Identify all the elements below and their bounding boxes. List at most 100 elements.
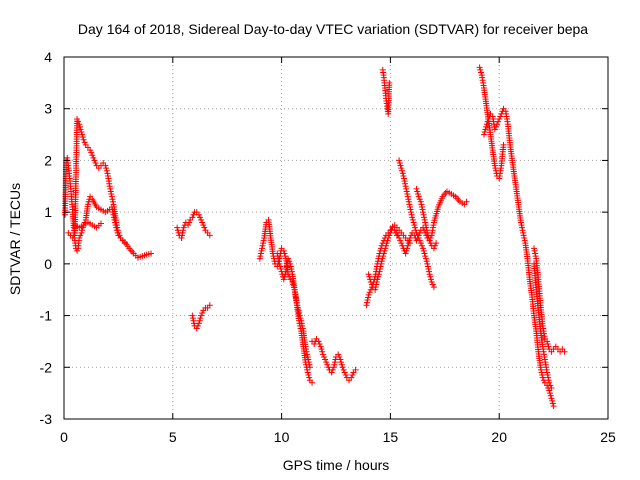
data-point-interp [373, 281, 380, 288]
data-point-interp [414, 188, 421, 195]
data-point-interp [402, 180, 409, 187]
data-point-interp [107, 185, 114, 192]
data-point [496, 116, 503, 123]
data-point-interp [407, 206, 414, 213]
data-point-interp [109, 196, 116, 203]
data-point-interp [303, 364, 310, 371]
data-point [280, 276, 287, 283]
data-point [304, 369, 311, 376]
data-point-interp [75, 118, 82, 125]
x-tick-label: 20 [491, 429, 507, 445]
x-tick-label: 25 [600, 429, 616, 445]
data-point [428, 278, 435, 285]
data-point-interp [412, 227, 419, 234]
data-point-interp [427, 273, 434, 280]
data-point-interp [544, 372, 551, 379]
data-point-interp [539, 372, 546, 379]
data-point-interp [518, 222, 525, 229]
data-point-interp [77, 232, 84, 239]
data-point [463, 198, 470, 205]
data-point-interp [381, 247, 388, 254]
data-point-interp [257, 253, 264, 260]
data-point-interp [114, 227, 121, 234]
data-point-interp [405, 196, 412, 203]
data-point-interp [545, 377, 552, 384]
data-point [198, 312, 205, 319]
data-point [341, 369, 348, 376]
data-point-interp [425, 235, 432, 241]
data-point-interp [549, 397, 556, 404]
data-point [296, 309, 303, 316]
data-point [309, 379, 316, 386]
data-point [398, 240, 405, 247]
data-point-interp [304, 351, 311, 358]
data-point-interp [349, 372, 356, 379]
data-point [406, 235, 413, 241]
data-point-interp [77, 126, 84, 133]
data-point-interp [201, 224, 208, 231]
data-point-interp [318, 346, 325, 353]
data-point-interp [331, 359, 338, 366]
data-point-interp [259, 242, 266, 249]
data-point [483, 123, 490, 130]
data-point-interp [492, 165, 499, 172]
data-point [537, 364, 544, 371]
data-point [287, 260, 294, 267]
data-point-interp [399, 167, 406, 174]
data-point-interp [373, 278, 380, 285]
data-point-interp [403, 188, 410, 195]
data-point [102, 162, 109, 169]
data-point-interp [179, 232, 186, 239]
y-tick-label: -3 [40, 411, 53, 427]
data-point-interp [384, 237, 391, 244]
data-point-interp [90, 154, 97, 161]
data-point-interp [409, 216, 416, 223]
data-point-interp [257, 250, 264, 257]
data-point-interp [424, 263, 431, 270]
data-point [91, 157, 98, 164]
data-point-interp [319, 348, 326, 355]
data-point [387, 229, 394, 236]
data-point-interp [420, 211, 427, 218]
data-point [404, 193, 411, 200]
data-point-interp [428, 276, 435, 283]
data-point-interp [521, 235, 528, 241]
data-point-interp [495, 118, 502, 125]
data-point-interp [481, 128, 488, 135]
data-point-interp [297, 322, 304, 329]
data-point [494, 121, 501, 128]
data-point [376, 268, 383, 275]
data-point-interp [103, 167, 110, 174]
data-point [430, 284, 437, 291]
data-point [422, 219, 429, 226]
data-point-interp [408, 211, 415, 218]
data-point [546, 379, 553, 386]
data-point [348, 374, 355, 381]
data-point [84, 201, 91, 208]
data-point-interp [545, 343, 552, 350]
data-point [426, 237, 433, 244]
data-point [108, 193, 115, 200]
data-point-interp [519, 224, 526, 231]
data-point-interp [338, 361, 345, 368]
data-point-interp [519, 227, 526, 234]
data-point-interp [85, 198, 92, 205]
data-point [311, 341, 318, 348]
data-point-interp [199, 219, 206, 226]
data-point [352, 366, 359, 373]
data-point [317, 343, 324, 350]
data-point [426, 271, 433, 278]
y-axis-label: SDTVAR / TECUs [7, 183, 23, 295]
data-point-interp [416, 229, 423, 236]
x-tick-label: 0 [60, 429, 68, 445]
data-point [420, 209, 427, 216]
x-tick-label: 15 [383, 429, 399, 445]
data-point-interp [377, 266, 384, 273]
data-point-interp [421, 214, 428, 221]
data-point-interp [342, 372, 349, 379]
data-point [97, 220, 104, 227]
data-point-interp [380, 253, 387, 260]
data-point-interp [260, 237, 267, 244]
data-point-interp [70, 232, 77, 239]
data-point-interp [194, 322, 201, 329]
